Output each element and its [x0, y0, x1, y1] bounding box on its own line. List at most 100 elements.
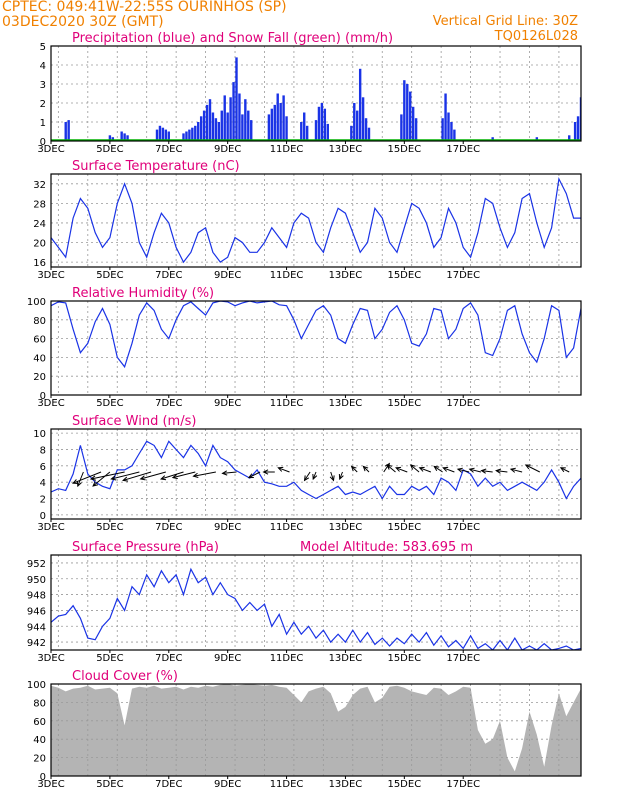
precip-bar: [211, 112, 215, 141]
wind-arrow-shaft: [248, 471, 261, 479]
y-tick-label: 946: [27, 606, 46, 617]
x-tick-label: 3DEC: [37, 653, 64, 664]
x-tick-label: 15DEC: [387, 522, 421, 533]
x-tick-label: 13DEC: [329, 779, 363, 790]
x-tick-label: 11DEC: [270, 398, 304, 409]
x-tick-label: 9DEC: [214, 270, 241, 281]
x-tick-label: 9DEC: [214, 144, 241, 155]
y-tick-label: 16: [33, 258, 46, 269]
header-model-code: TQ0126L028: [494, 29, 578, 44]
wind-arrow-shaft: [560, 467, 570, 473]
precip-bar: [108, 135, 112, 141]
precip-bar: [250, 120, 253, 141]
panel-title: Surface Temperature (nC): [72, 159, 240, 174]
precip-bar: [244, 99, 247, 141]
precip-bar: [188, 129, 191, 141]
y-tick-label: 40: [33, 735, 46, 746]
y-tick-label: 60: [33, 717, 46, 728]
precip-bar: [305, 125, 309, 141]
precip-bar: [444, 93, 447, 141]
panel-title: Surface Pressure (hPa): [72, 540, 219, 555]
wind-arrow-head: [468, 467, 475, 473]
series-line: [51, 176, 581, 264]
wind-arrow-shaft: [193, 471, 216, 477]
precip-bar: [409, 91, 412, 141]
x-tick-label: 11DEC: [270, 270, 304, 281]
wind-arrow-head: [362, 465, 369, 472]
y-tick-label: 10: [33, 429, 46, 440]
precip-bar: [155, 129, 159, 141]
precip-bar: [223, 95, 226, 141]
wind-arrow-head: [559, 467, 566, 473]
x-tick-label: 9DEC: [214, 522, 241, 533]
x-tick-label: 11DEC: [270, 653, 304, 664]
precip-bar: [199, 116, 203, 141]
y-tick-label: 5: [40, 42, 46, 53]
precip-bar: [285, 116, 288, 141]
wind-arrow-shaft: [457, 468, 470, 473]
y-tick-label: 952: [27, 559, 46, 570]
y-tick-label: 950: [27, 575, 46, 586]
panel-frame: [50, 428, 582, 520]
wind-arrow-shaft: [92, 471, 111, 487]
y-tick-label: 948: [27, 591, 46, 602]
y-tick-label: 942: [27, 638, 46, 649]
x-tick-label: 17DEC: [446, 522, 480, 533]
precip-bar: [161, 127, 165, 141]
wind-arrow-shaft: [77, 471, 84, 487]
header-station: CPTEC: 049:41W-22:55S OURINHOS (SP): [2, 0, 287, 15]
y-tick-label: 80: [33, 316, 46, 327]
precip-bar: [535, 137, 539, 141]
x-tick-label: 15DEC: [387, 779, 421, 790]
wind-arrow-head: [350, 465, 357, 472]
panel-frame: [50, 554, 582, 651]
wind-arrow-shaft: [160, 471, 184, 480]
precip-bar: [185, 131, 188, 141]
wind-arrow-shaft: [351, 466, 358, 473]
precip-bar: [358, 68, 362, 141]
wind-arrow-head: [480, 468, 487, 474]
panel-frame: [50, 173, 582, 268]
precip-bar: [573, 122, 577, 141]
y-tick-label: 8: [40, 445, 46, 456]
wind-arrow-head: [495, 468, 502, 474]
x-tick-label: 7DEC: [155, 653, 182, 664]
x-tick-label: 5DEC: [96, 653, 123, 664]
x-tick-label: 3DEC: [37, 270, 64, 281]
y-tick-label: 0: [40, 772, 46, 783]
y-tick-label: 20: [33, 372, 46, 383]
wind-arrow-shaft: [496, 470, 508, 473]
precip-bar: [406, 84, 409, 141]
y-tick-label: 4: [40, 61, 46, 72]
x-tick-label: 9DEC: [214, 779, 241, 790]
precip-bar: [320, 103, 324, 141]
x-tick-label: 7DEC: [155, 398, 182, 409]
wind-arrow-shaft: [222, 471, 237, 474]
series-line: [51, 567, 581, 650]
y-tick-label: 20: [33, 239, 46, 250]
x-tick-label: 7DEC: [155, 779, 182, 790]
panel-frame: [50, 45, 582, 142]
precip-bar: [453, 129, 456, 141]
precip-bar: [300, 122, 303, 141]
wind-arrow-shaft: [111, 471, 140, 480]
precip-bar: [67, 120, 70, 141]
wind-arrow-shaft: [122, 471, 152, 481]
precip-bar: [191, 127, 194, 141]
wind-arrow-head: [312, 473, 318, 481]
y-tick-label: 28: [33, 199, 46, 210]
y-tick-label: 2: [40, 495, 46, 506]
precip-bar: [194, 125, 197, 141]
y-tick-label: 0: [40, 511, 46, 522]
precip-bar: [205, 104, 209, 141]
x-tick-label: 17DEC: [446, 653, 480, 664]
precip-bar: [491, 137, 494, 141]
wind-arrow-head: [110, 475, 117, 481]
precip-bar: [576, 116, 580, 141]
wind-arrow-head: [76, 480, 82, 488]
precip-bar: [247, 110, 250, 141]
panel-title: Cloud Cover (%): [72, 669, 178, 684]
precip-bar: [182, 133, 185, 141]
precip-bar: [267, 114, 271, 141]
